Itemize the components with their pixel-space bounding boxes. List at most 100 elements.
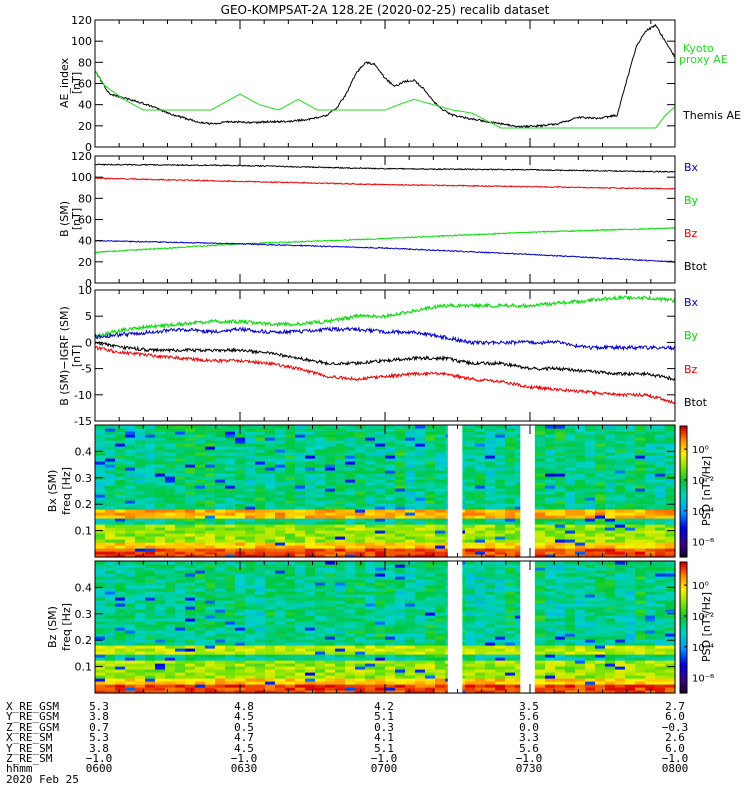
psd-cell: [225, 567, 236, 571]
psd-cell: [325, 482, 336, 486]
psd-cell: [585, 461, 596, 465]
psd-cell: [395, 582, 406, 586]
psd-cell: [285, 588, 296, 592]
psd-cell: [605, 521, 616, 525]
psd-cell: [485, 479, 496, 483]
psd-cell: [145, 690, 156, 694]
psd-cell: [415, 467, 426, 471]
psd-cell: [185, 687, 196, 691]
psd-cell: [235, 536, 246, 540]
psd-cell: [515, 545, 526, 549]
psd-cell: [375, 678, 386, 682]
psd-cell: [395, 567, 406, 571]
psd-cell: [505, 461, 516, 465]
psd-cell: [495, 479, 506, 483]
psd-cell: [105, 518, 116, 522]
psd-cell: [655, 491, 666, 495]
psd-cell: [405, 539, 416, 543]
psd-cell: [125, 455, 136, 459]
psd-cell: [555, 645, 566, 649]
psd-cell: [375, 500, 386, 504]
psd-cell: [115, 458, 126, 462]
psd-cell: [385, 455, 396, 459]
psd-cell: [315, 494, 326, 498]
psd-cell: [225, 497, 236, 501]
psd-cell: [365, 542, 376, 546]
psd-cell: [305, 675, 316, 679]
psd-cell: [555, 530, 566, 534]
psd-cell: [435, 612, 446, 616]
psd-cell: [485, 551, 496, 555]
psd-cell: [645, 500, 656, 504]
psd-cell: [135, 621, 146, 625]
psd-cell: [115, 639, 126, 643]
psd-cell: [555, 518, 566, 522]
colorbar-segment: [680, 469, 687, 473]
psd-cell: [515, 684, 526, 688]
psd-cell: [435, 431, 446, 435]
psd-cell: [305, 594, 316, 598]
psd-cell: [315, 458, 326, 462]
psd-cell: [425, 509, 436, 513]
psd-cell: [345, 573, 356, 577]
psd-cell: [495, 464, 506, 468]
psd-cell: [125, 564, 136, 568]
psd-cell: [125, 461, 136, 465]
psd-cell: [645, 425, 656, 429]
psd-cell: [245, 479, 256, 483]
psd-cell: [225, 437, 236, 441]
psd-cell: [435, 485, 446, 489]
psd-cell: [615, 554, 626, 558]
b-sm-legend-by: By: [684, 194, 699, 207]
psd-cell: [125, 627, 136, 631]
psd-cell: [515, 588, 526, 592]
psd-cell: [95, 449, 106, 453]
psd-cell: [195, 612, 206, 616]
psd-cell: [205, 464, 216, 468]
psd-cell: [575, 479, 586, 483]
psd-cell: [325, 687, 336, 691]
psd-cell: [535, 524, 546, 528]
psd-cell: [95, 446, 106, 450]
psd-cell: [435, 446, 446, 450]
psd-cell: [125, 612, 136, 616]
psd-cell: [465, 485, 476, 489]
psd-cell: [355, 636, 366, 640]
psd-cell: [475, 446, 486, 450]
psd-cell: [355, 648, 366, 652]
psd-cell: [315, 434, 326, 438]
psd-cell: [555, 539, 566, 543]
psd-cell: [205, 446, 216, 450]
colorbar-segment: [680, 543, 687, 547]
psd-cell: [345, 536, 356, 540]
psd-cell: [275, 491, 286, 495]
psd-cell: [205, 636, 216, 640]
psd-cell: [535, 603, 546, 607]
psd-cell: [575, 476, 586, 480]
psd-cell: [265, 675, 276, 679]
psd-cell: [505, 648, 516, 652]
psd-cell: [175, 627, 186, 631]
psd-cell: [545, 503, 556, 507]
psd-cell: [395, 476, 406, 480]
psd-cell: [315, 672, 326, 676]
psd-cell: [335, 675, 346, 679]
psd-cell: [545, 455, 556, 459]
psd-cell: [195, 461, 206, 465]
psd-cell: [255, 684, 266, 688]
psd-cell: [335, 452, 346, 456]
psd-cell: [405, 464, 416, 468]
psd-cell: [435, 500, 446, 504]
psd-cell: [635, 545, 646, 549]
psd-cell: [565, 473, 576, 477]
psd-cell: [295, 485, 306, 489]
psd-cell: [95, 431, 106, 435]
psd-cell: [625, 554, 636, 558]
psd-cell: [515, 530, 526, 534]
psd-cell: [135, 615, 146, 619]
psd-cell: [205, 591, 216, 595]
psd-cell: [345, 443, 356, 447]
psd-cell: [165, 548, 176, 552]
psd-cell: [465, 576, 476, 580]
